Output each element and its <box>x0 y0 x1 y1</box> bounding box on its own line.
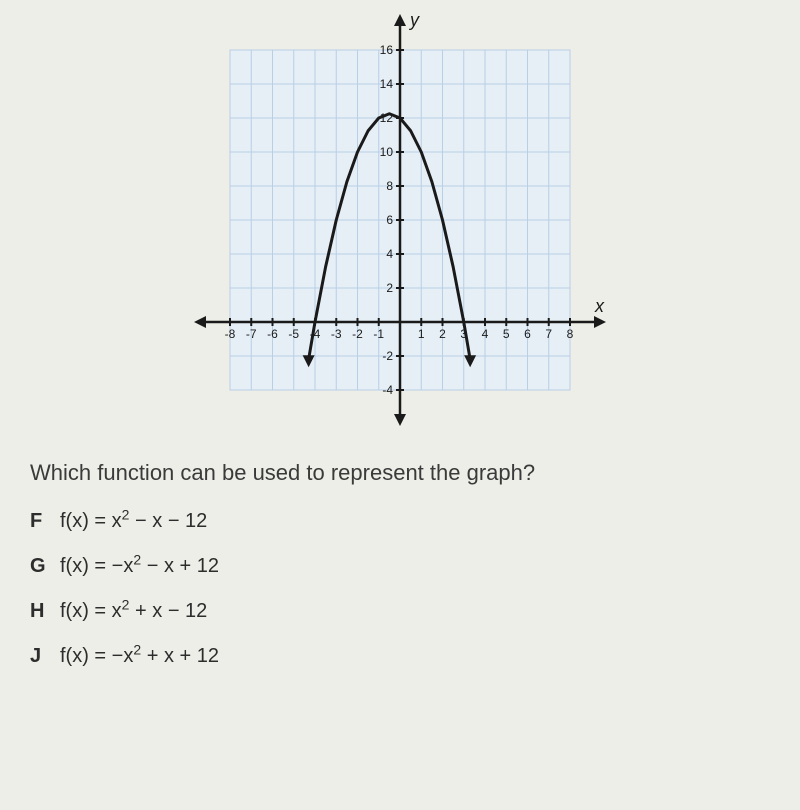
option-letter: F <box>30 510 60 533</box>
svg-text:14: 14 <box>380 77 394 91</box>
option-formula: f(x) = −x2 − x + 12 <box>60 555 219 578</box>
svg-text:2: 2 <box>439 327 446 341</box>
svg-text:4: 4 <box>482 327 489 341</box>
svg-text:y: y <box>408 10 420 30</box>
answer-options: Ff(x) = x2 − x − 12Gf(x) = −x2 − x + 12H… <box>30 510 770 668</box>
svg-text:5: 5 <box>503 327 510 341</box>
svg-text:-2: -2 <box>382 349 393 363</box>
option-formula: f(x) = −x2 + x + 12 <box>60 645 219 668</box>
answer-option-g[interactable]: Gf(x) = −x2 − x + 12 <box>30 555 770 578</box>
question-block: Which function can be used to represent … <box>30 460 770 668</box>
question-text: Which function can be used to represent … <box>30 460 770 486</box>
answer-option-j[interactable]: Jf(x) = −x2 + x + 12 <box>30 645 770 668</box>
svg-text:7: 7 <box>545 327 552 341</box>
parabola-chart: -8-7-6-5-4-3-2-112345678-4-2246810121416… <box>190 10 610 430</box>
svg-text:-4: -4 <box>382 383 393 397</box>
svg-text:16: 16 <box>380 43 394 57</box>
svg-text:-5: -5 <box>288 327 299 341</box>
option-formula: f(x) = x2 + x − 12 <box>60 600 207 623</box>
option-formula: f(x) = x2 − x − 12 <box>60 510 207 533</box>
svg-text:x: x <box>594 296 605 316</box>
svg-text:8: 8 <box>386 179 393 193</box>
svg-text:4: 4 <box>386 247 393 261</box>
svg-text:2: 2 <box>386 281 393 295</box>
answer-option-f[interactable]: Ff(x) = x2 − x − 12 <box>30 510 770 533</box>
option-letter: H <box>30 600 60 623</box>
svg-text:-6: -6 <box>267 327 278 341</box>
svg-text:10: 10 <box>380 145 394 159</box>
svg-text:-3: -3 <box>331 327 342 341</box>
svg-text:-2: -2 <box>352 327 363 341</box>
svg-text:6: 6 <box>386 213 393 227</box>
svg-text:-7: -7 <box>246 327 257 341</box>
svg-text:-1: -1 <box>373 327 384 341</box>
svg-text:-8: -8 <box>225 327 236 341</box>
svg-text:8: 8 <box>567 327 574 341</box>
option-letter: G <box>30 555 60 578</box>
svg-text:6: 6 <box>524 327 531 341</box>
option-letter: J <box>30 645 60 668</box>
svg-text:1: 1 <box>418 327 425 341</box>
answer-option-h[interactable]: Hf(x) = x2 + x − 12 <box>30 600 770 623</box>
